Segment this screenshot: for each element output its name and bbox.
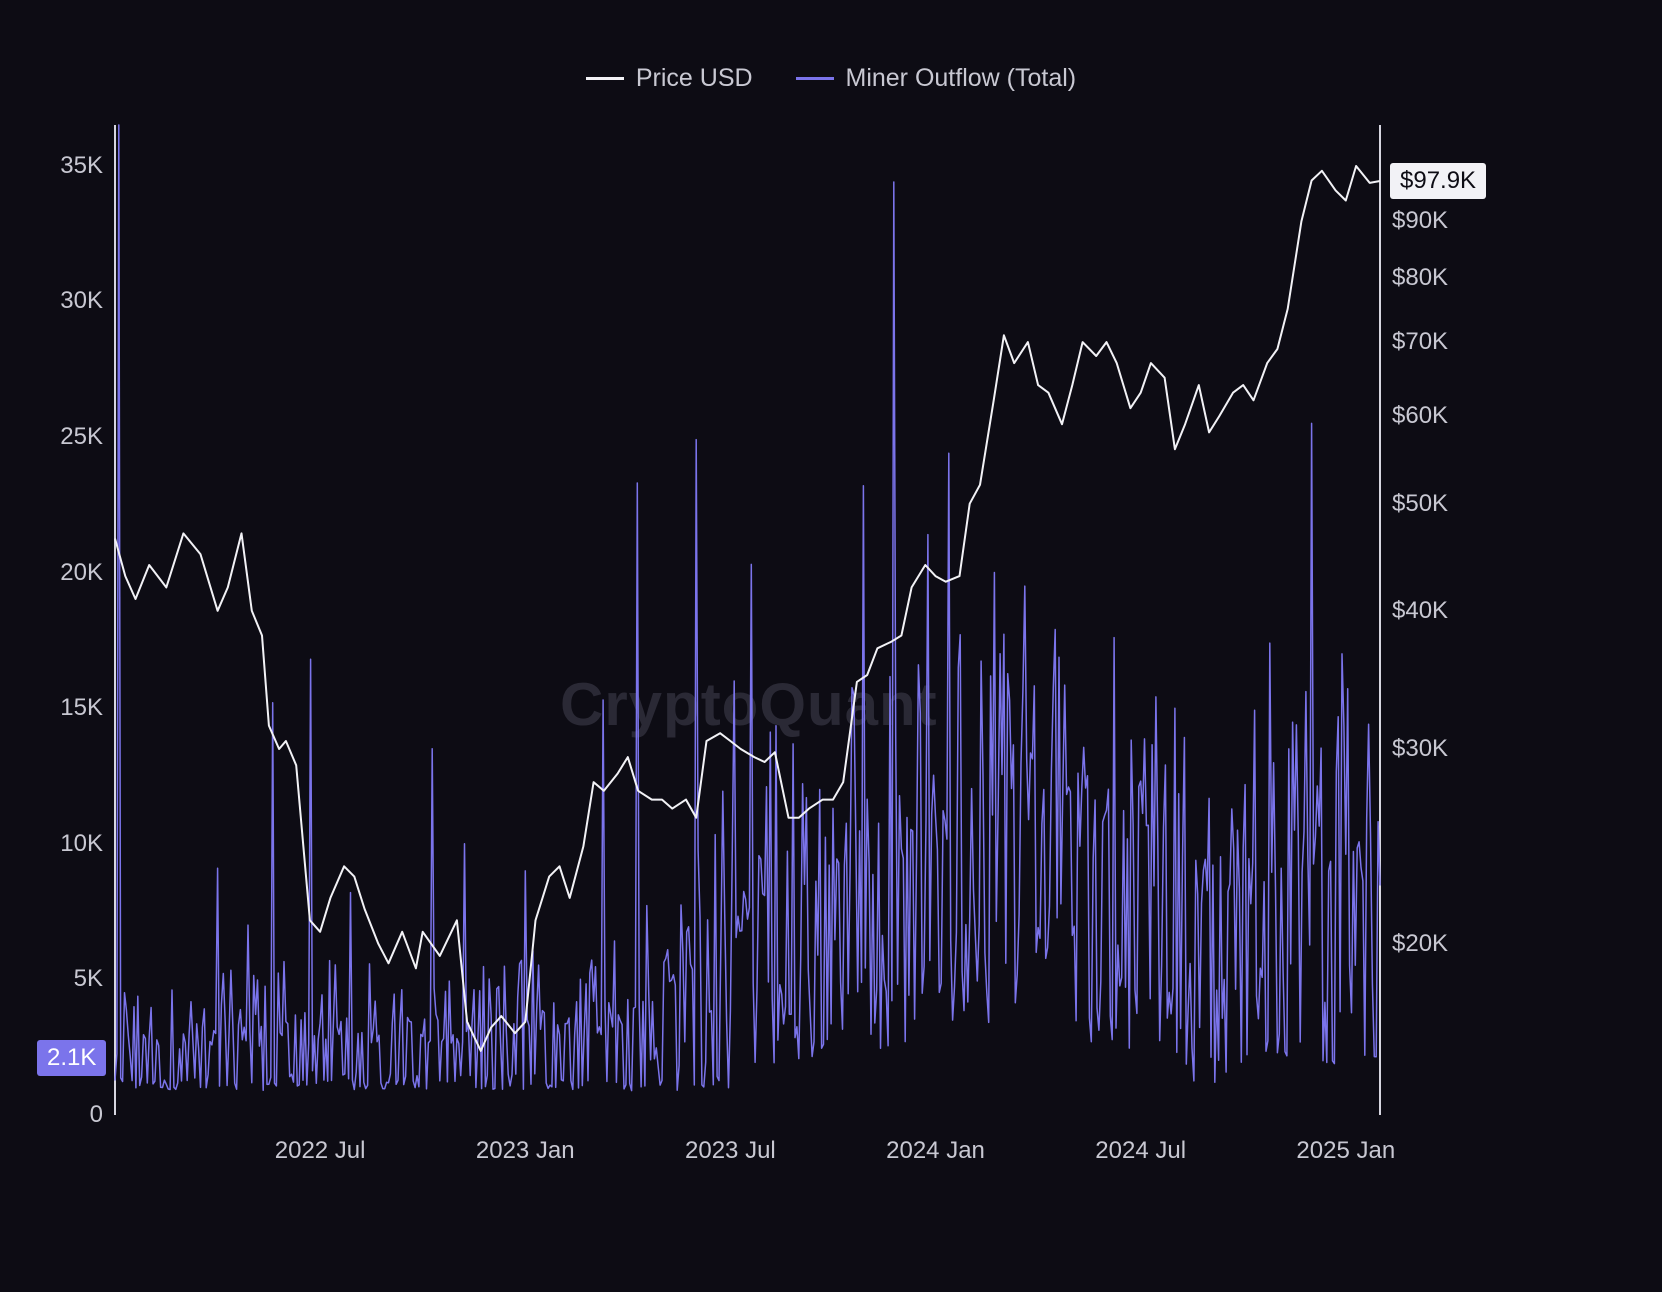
left-tick-35K: 35K xyxy=(33,152,103,180)
right-tick-$50K: $50K xyxy=(1392,490,1482,518)
miner-outflow-line xyxy=(115,125,1380,1091)
left-tick-25K: 25K xyxy=(33,423,103,451)
left-axis-current-badge: 2.1K xyxy=(37,1040,106,1076)
right-tick-$90K: $90K xyxy=(1392,207,1482,235)
left-tick-5K: 5K xyxy=(33,965,103,993)
left-tick-0: 0 xyxy=(33,1101,103,1129)
x-tick-2024-Jul: 2024 Jul xyxy=(1071,1137,1211,1165)
left-tick-20K: 20K xyxy=(33,559,103,587)
right-tick-$30K: $30K xyxy=(1392,735,1482,763)
x-tick-2023-Jan: 2023 Jan xyxy=(455,1137,595,1165)
x-tick-2023-Jul: 2023 Jul xyxy=(660,1137,800,1165)
right-tick-$70K: $70K xyxy=(1392,328,1482,356)
right-tick-$80K: $80K xyxy=(1392,264,1482,292)
chart-container: Price USD Miner Outflow (Total) CryptoQu… xyxy=(0,0,1662,1292)
left-tick-30K: 30K xyxy=(33,287,103,315)
right-tick-$60K: $60K xyxy=(1392,402,1482,430)
right-tick-$20K: $20K xyxy=(1392,930,1482,958)
right-axis-current-badge: $97.9K xyxy=(1390,163,1486,199)
left-tick-15K: 15K xyxy=(33,694,103,722)
left-tick-10K: 10K xyxy=(33,830,103,858)
x-tick-2025-Jan: 2025 Jan xyxy=(1276,1137,1416,1165)
x-tick-2024-Jan: 2024 Jan xyxy=(866,1137,1006,1165)
right-tick-$40K: $40K xyxy=(1392,597,1482,625)
x-tick-2022-Jul: 2022 Jul xyxy=(250,1137,390,1165)
